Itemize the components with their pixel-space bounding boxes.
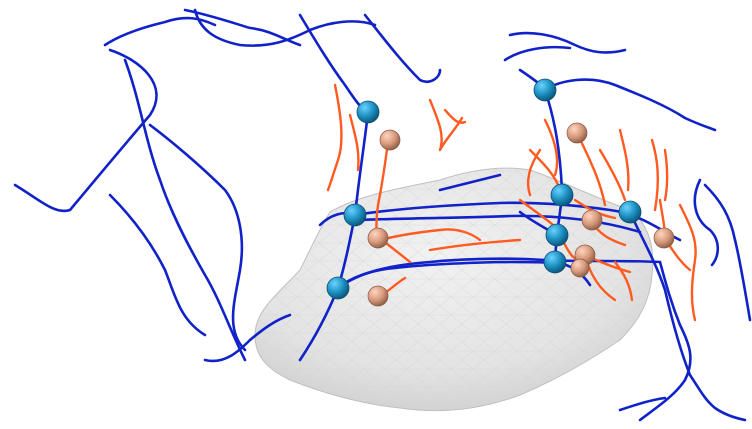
- orange-node: [367, 285, 389, 307]
- blue-curve: [703, 183, 752, 322]
- orange-node: [570, 258, 590, 278]
- orange-curve: [618, 128, 630, 192]
- blue-node: [326, 276, 350, 300]
- blue-curve: [363, 13, 442, 83]
- orange-curve: [663, 148, 669, 202]
- blue-curve: [688, 373, 747, 422]
- blue-curve: [13, 48, 158, 213]
- blue-node: [543, 250, 567, 274]
- blue-curve: [628, 210, 692, 377]
- blue-curves: [13, 8, 752, 422]
- orange-node: [379, 129, 401, 151]
- orange-curve: [598, 148, 627, 202]
- blue-node: [533, 78, 557, 102]
- blue-curve: [693, 178, 720, 267]
- blue-node: [550, 183, 574, 207]
- orange-curve: [650, 138, 659, 212]
- blue-curve: [203, 313, 292, 363]
- orange-curve: [428, 98, 464, 152]
- blue-node: [545, 223, 569, 247]
- orange-nodes: [367, 122, 675, 307]
- orange-node: [367, 227, 389, 249]
- blue-curve: [148, 123, 247, 352]
- blue-curve: [503, 45, 572, 62]
- orange-curve: [378, 228, 482, 242]
- orange-curve: [428, 238, 522, 252]
- blue-nodes: [326, 78, 642, 300]
- orange-node: [653, 227, 675, 249]
- blue-curve: [638, 260, 692, 422]
- blue-curve: [438, 173, 502, 192]
- blue-curve: [103, 16, 217, 47]
- blue-node: [356, 100, 380, 124]
- blue-curve: [618, 396, 667, 412]
- orange-curve: [443, 108, 467, 124]
- orange-curves: [326, 83, 697, 322]
- blue-curve: [543, 78, 717, 132]
- orange-curve: [526, 148, 542, 197]
- blue-curve: [123, 58, 247, 362]
- blue-curve: [108, 193, 207, 337]
- orange-curve: [326, 83, 343, 192]
- orange-node: [566, 122, 588, 144]
- blue-curve: [353, 201, 682, 242]
- blue-node: [343, 203, 367, 227]
- blue-curve: [336, 260, 557, 290]
- blue-curve: [193, 8, 377, 47]
- orange-curve: [543, 118, 559, 177]
- blue-curve: [298, 13, 370, 114]
- orange-curve: [613, 260, 634, 302]
- blue-curve: [508, 31, 627, 54]
- orange-curve: [348, 113, 360, 172]
- orange-node: [581, 209, 603, 231]
- orange-curve: [678, 203, 697, 322]
- blue-node: [618, 200, 642, 224]
